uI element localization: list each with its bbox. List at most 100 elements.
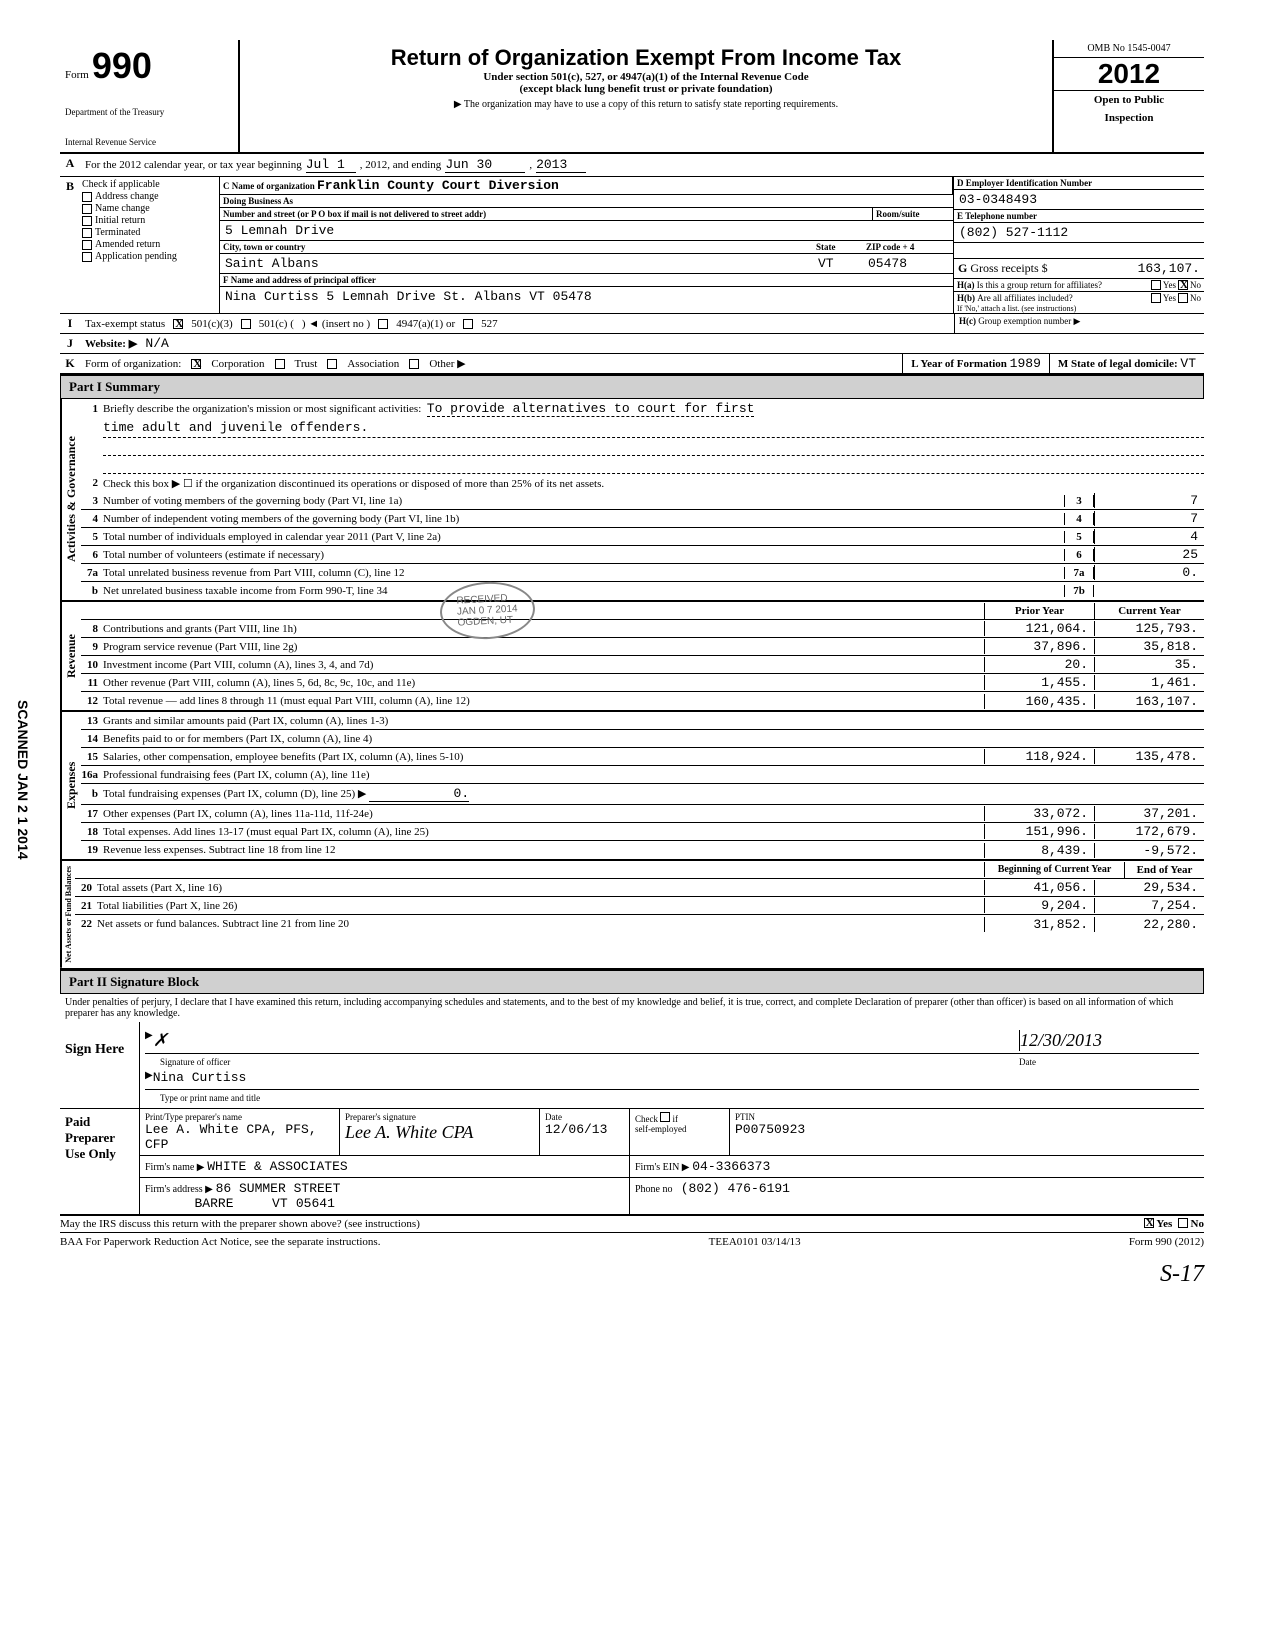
- opt-501c-insert: ) ◄ (insert no ): [302, 318, 370, 330]
- checkbox-icon[interactable]: [463, 319, 473, 329]
- part2-header: Part II Signature Block: [60, 970, 1204, 994]
- line18-text: Total expenses. Add lines 13-17 (must eq…: [103, 824, 984, 840]
- firm-name-label: Firm's name ▶: [145, 1162, 205, 1173]
- checkbox-icon[interactable]: [82, 228, 92, 238]
- firm-addr1: 86 SUMMER STREET: [216, 1181, 341, 1196]
- line6-val: 25: [1094, 547, 1204, 562]
- org-name-label: Name of organization: [232, 181, 315, 191]
- checkbox-icon[interactable]: [82, 216, 92, 226]
- label-k: K: [60, 354, 80, 373]
- label-hc: H(c): [959, 316, 976, 326]
- yes-label: Yes: [1163, 293, 1176, 303]
- type-print-caption: Type or print name and title: [145, 1093, 1199, 1103]
- checkbox-icon[interactable]: [241, 319, 251, 329]
- checkbox-icon[interactable]: [173, 319, 183, 329]
- line11-cy: 1,461.: [1094, 675, 1204, 690]
- zip-value: 05478: [863, 254, 953, 273]
- form-990: 990: [92, 45, 152, 86]
- label-g: G: [958, 261, 967, 276]
- end-year: 2013: [536, 157, 586, 173]
- room-label: Room/suite: [873, 208, 953, 220]
- checkbox-icon[interactable]: [1178, 280, 1188, 290]
- form-prefix: Form: [65, 69, 89, 81]
- discuss-text: May the IRS discuss this return with the…: [60, 1218, 1144, 1230]
- line7a-val: 0.: [1094, 565, 1204, 580]
- checkbox-icon[interactable]: [660, 1112, 670, 1122]
- checkbox-icon[interactable]: [1178, 1218, 1188, 1228]
- checkbox-icon[interactable]: [327, 359, 337, 369]
- officer-name: Nina Curtiss: [153, 1070, 1199, 1087]
- checkbox-icon[interactable]: [1178, 293, 1188, 303]
- prep-date-label: Date: [545, 1112, 624, 1122]
- checkbox-icon[interactable]: [275, 359, 285, 369]
- firm-state: VT: [272, 1196, 288, 1211]
- col-c-org: C Name of organization Franklin County C…: [220, 177, 954, 313]
- dba-label: Doing Business As: [220, 195, 953, 207]
- phone-label: Telephone number: [965, 211, 1037, 221]
- yes-label: Yes: [1163, 280, 1176, 290]
- tax-exempt-text: Tax-exempt status: [85, 318, 165, 330]
- prep-name: Lee A. White CPA, PFS, CFP: [145, 1122, 334, 1152]
- line1-text: Briefly describe the organization's miss…: [103, 403, 421, 415]
- line17-py: 33,072.: [984, 806, 1094, 821]
- l-value: 1989: [1010, 356, 1041, 371]
- line-a-text1: For the 2012 calendar year, or tax year …: [85, 159, 302, 171]
- checkbox-icon[interactable]: [82, 240, 92, 250]
- opt-assoc: Association: [347, 358, 399, 370]
- hc-text: Group exemption number ▶: [978, 316, 1080, 326]
- line19-cy: -9,572.: [1094, 843, 1204, 858]
- line7b-text: Net unrelated business taxable income fr…: [103, 583, 1064, 599]
- line-a-content: For the 2012 calendar year, or tax year …: [80, 154, 591, 176]
- line17-text: Other expenses (Part IX, column (A), lin…: [103, 806, 984, 822]
- m-text: M State of legal domicile:: [1058, 358, 1178, 370]
- website-value: N/A: [145, 336, 168, 351]
- checkbox-icon[interactable]: [409, 359, 419, 369]
- scanned-stamp: SCANNED JAN 2 1 2014: [15, 700, 31, 860]
- checkbox-icon[interactable]: [82, 192, 92, 202]
- chk-name: Name change: [82, 203, 217, 214]
- checkbox-icon[interactable]: [1144, 1218, 1154, 1228]
- main-title: Return of Organization Exempt From Incom…: [250, 45, 1042, 71]
- dept-treasury: Department of the Treasury: [65, 107, 233, 117]
- checkbox-icon[interactable]: [378, 319, 388, 329]
- firm-ein: 04-3366373: [692, 1159, 770, 1174]
- street-value: 5 Lemnah Drive: [220, 221, 953, 241]
- label-ha: H(a): [957, 280, 975, 290]
- line8-text: Contributions and grants (Part VIII, lin…: [103, 621, 984, 637]
- tax-year: 2012: [1054, 58, 1204, 91]
- line20-py: 41,056.: [984, 880, 1094, 895]
- line1-value: To provide alternatives to court for fir…: [427, 401, 755, 417]
- officer-signature: ✗: [153, 1030, 1019, 1051]
- line19-text: Revenue less expenses. Subtract line 18 …: [103, 842, 984, 858]
- officer-value: Nina Curtiss 5 Lemnah Drive St. Albans V…: [220, 287, 953, 306]
- prep-name-label: Print/Type preparer's name: [145, 1112, 334, 1122]
- l-text: L Year of Formation: [911, 358, 1007, 370]
- checkbox-icon[interactable]: [82, 204, 92, 214]
- line22-cy: 22,280.: [1094, 917, 1204, 932]
- begin-year-header: Beginning of Current Year: [984, 862, 1124, 877]
- checkbox-icon[interactable]: [1151, 280, 1161, 290]
- label-b: B: [60, 177, 80, 313]
- subtitle1: Under section 501(c), 527, or 4947(a)(1)…: [250, 71, 1042, 83]
- m-value: VT: [1180, 356, 1196, 371]
- label-a: A: [60, 154, 80, 176]
- line14-text: Benefits paid to or for members (Part IX…: [103, 731, 984, 747]
- line4-val: 7: [1094, 511, 1204, 526]
- f-text: Name and address of principal officer: [231, 275, 376, 285]
- sig-officer-caption: Signature of officer: [145, 1057, 1019, 1067]
- self-emp-label: self-employed: [635, 1124, 686, 1134]
- checkbox-icon[interactable]: [1151, 293, 1161, 303]
- phone-label: Phone no: [635, 1184, 673, 1195]
- opt-501c3: 501(c)(3): [191, 318, 233, 330]
- prep-date: 12/06/13: [545, 1122, 624, 1137]
- preparer-block: Paid Preparer Use Only Print/Type prepar…: [60, 1109, 1204, 1216]
- street-label: Number and street (or P O box if mail is…: [220, 208, 873, 220]
- city-label: City, town or country: [220, 241, 813, 253]
- hb-text: Are all affiliates included?: [977, 293, 1073, 303]
- label-e: E: [957, 211, 963, 221]
- opt-corp: Corporation: [211, 358, 264, 370]
- end-year-header: End of Year: [1124, 862, 1204, 878]
- checkbox-icon[interactable]: [191, 359, 201, 369]
- ptin-label: PTIN: [735, 1112, 1199, 1122]
- checkbox-icon[interactable]: [82, 252, 92, 262]
